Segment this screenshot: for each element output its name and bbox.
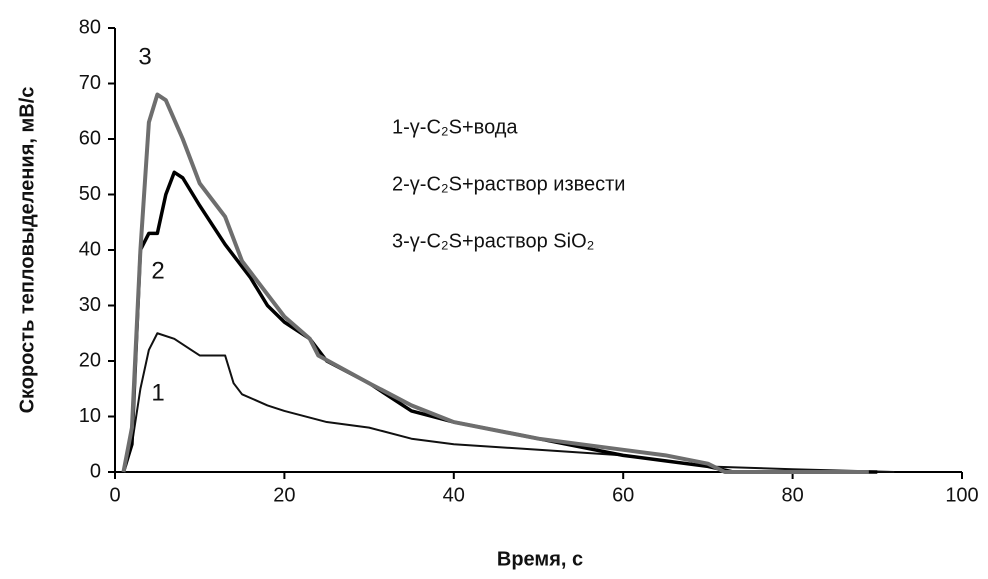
y-tick-label: 10 bbox=[79, 405, 101, 427]
legend-entry: 2-γ-C₂S+раствор извести bbox=[392, 173, 625, 195]
series-line bbox=[121, 170, 878, 474]
y-tick-label: 40 bbox=[79, 238, 101, 260]
legend-entry: 3-γ-C₂S+раствор SiO₂ bbox=[392, 230, 594, 252]
curve-label: 1 bbox=[151, 379, 164, 406]
x-tick-label: 0 bbox=[109, 484, 120, 506]
x-tick-label: 20 bbox=[273, 484, 295, 506]
curve-label: 3 bbox=[138, 43, 151, 70]
y-axis-title: Скорость тепловыделения, мВ/с bbox=[16, 87, 38, 414]
x-tick-label: 40 bbox=[443, 484, 465, 506]
x-axis-title: Время, с bbox=[497, 548, 583, 570]
x-tick-label: 100 bbox=[945, 484, 978, 506]
y-tick-label: 30 bbox=[79, 294, 101, 316]
y-tick-label: 0 bbox=[90, 460, 101, 482]
x-tick-label: 80 bbox=[781, 484, 803, 506]
series-line bbox=[121, 92, 869, 474]
series-line bbox=[122, 332, 895, 473]
y-tick-label: 80 bbox=[79, 16, 101, 38]
y-tick-label: 20 bbox=[79, 349, 101, 371]
legend-entry: 1-γ-C₂S+вода bbox=[392, 116, 518, 138]
y-tick-label: 50 bbox=[79, 183, 101, 205]
x-tick-label: 60 bbox=[612, 484, 634, 506]
curve-label: 2 bbox=[151, 257, 164, 284]
y-tick-label: 60 bbox=[79, 127, 101, 149]
y-tick-label: 70 bbox=[79, 72, 101, 94]
